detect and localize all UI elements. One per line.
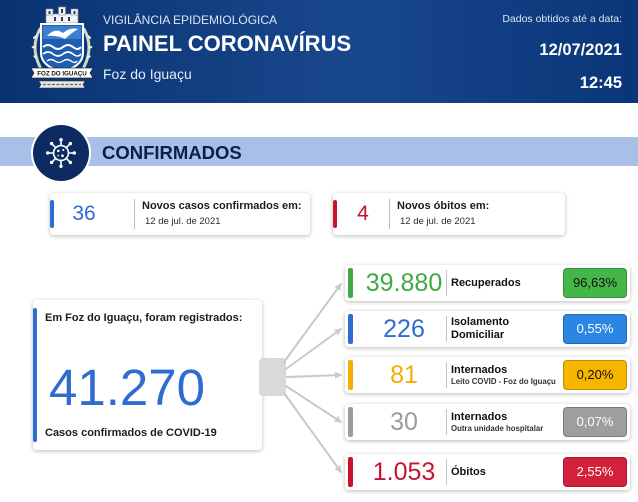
data-time: 12:45 bbox=[579, 74, 622, 92]
section-title: CONFIRMADOS bbox=[102, 142, 242, 163]
dashboard-header: FOZ DO IGUAÇU VIGILÂNCIA EPIDEMIOLÓGICA … bbox=[0, 0, 638, 103]
divider bbox=[446, 362, 447, 388]
accent-bar bbox=[50, 200, 54, 228]
divider bbox=[446, 459, 447, 485]
deaths-value: 1.053 bbox=[372, 458, 436, 486]
new-deaths-card: 4 Novos óbitos em: 12 de jul. de 2021 bbox=[333, 193, 565, 235]
new-deaths-date: 12 de jul. de 2021 bbox=[400, 216, 476, 227]
accent-bar bbox=[348, 314, 353, 344]
recovered-card: 39.880 Recuperados 96,63% bbox=[345, 265, 630, 301]
arrow bbox=[283, 283, 342, 363]
hospitalized-other-card: 30 Internados Outra unidade hospitalar 0… bbox=[345, 404, 630, 440]
hospitalized-covid-value: 81 bbox=[390, 361, 418, 389]
deaths-label-group: Óbitos bbox=[451, 454, 559, 490]
virus-icon bbox=[33, 125, 89, 181]
new-cases-value: 36 bbox=[72, 202, 96, 225]
recovered-label: Recuperados bbox=[451, 276, 521, 289]
hospitalized-other-value: 30 bbox=[390, 408, 418, 436]
new-cases-date: 12 de jul. de 2021 bbox=[145, 216, 221, 227]
header-kicker: VIGILÂNCIA EPIDEMIOLÓGICA bbox=[103, 13, 278, 27]
flow-connector bbox=[259, 358, 286, 396]
recovered-percent-badge: 96,63% bbox=[563, 268, 627, 298]
recovered-label-group: Recuperados bbox=[451, 265, 559, 301]
home-isolation-percent-badge: 0,55% bbox=[563, 314, 627, 344]
city-name: Foz do Iguaçu bbox=[103, 66, 192, 82]
hospitalized-other-label-group: Internados Outra unidade hospitalar bbox=[451, 404, 559, 440]
arrow bbox=[283, 392, 342, 473]
accent-bar bbox=[348, 407, 353, 437]
accent-bar bbox=[33, 308, 37, 442]
accent-bar bbox=[348, 268, 353, 298]
hospitalized-covid-label: Internados bbox=[451, 363, 508, 376]
hospitalized-other-label: Internados bbox=[451, 410, 508, 423]
data-date-caption: Dados obtidos até a data: bbox=[502, 13, 622, 25]
logo-banner-text: FOZ DO IGUAÇU bbox=[37, 71, 87, 78]
flow-arrows bbox=[283, 283, 342, 473]
accent-bar bbox=[348, 360, 353, 390]
accent-bar bbox=[348, 457, 353, 487]
home-isolation-card: 226 Isolamento Domiciliar 0,55% bbox=[345, 311, 630, 347]
divider bbox=[446, 409, 447, 435]
accent-bar bbox=[333, 200, 337, 228]
divider bbox=[446, 270, 447, 296]
divider bbox=[134, 199, 135, 229]
section-header-bar bbox=[0, 137, 638, 166]
page-title: PAINEL CORONAVÍRUS bbox=[103, 31, 352, 56]
home-isolation-label: Isolamento Domiciliar bbox=[451, 316, 510, 341]
hospitalized-other-percent-badge: 0,07% bbox=[563, 407, 627, 437]
total-cases-card: Em Foz do Iguaçu, foram registrados: 41.… bbox=[33, 300, 262, 450]
city-coat-of-arms-logo: FOZ DO IGUAÇU bbox=[30, 6, 94, 89]
total-caption: Casos confirmados de COVID-19 bbox=[45, 427, 217, 439]
deaths-label: Óbitos bbox=[451, 465, 486, 478]
arrow bbox=[285, 328, 342, 370]
new-cases-card: 36 Novos casos confirmados em: 12 de jul… bbox=[50, 193, 310, 235]
deaths-percent-badge: 2,55% bbox=[563, 457, 627, 487]
divider bbox=[389, 199, 390, 229]
hospitalized-covid-card: 81 Internados Leito COVID - Foz do Iguaç… bbox=[345, 357, 630, 393]
home-isolation-label-group: Isolamento Domiciliar bbox=[451, 311, 559, 347]
total-cases-value: 41.270 bbox=[49, 359, 205, 416]
divider bbox=[446, 316, 447, 342]
arrow bbox=[286, 371, 342, 379]
new-deaths-value: 4 bbox=[357, 202, 369, 225]
recovered-value: 39.880 bbox=[365, 269, 443, 297]
data-date: 12/07/2021 bbox=[539, 41, 622, 59]
hospitalized-covid-label-group: Internados Leito COVID - Foz do Iguaçu bbox=[451, 357, 559, 393]
arrow bbox=[285, 385, 342, 423]
home-isolation-value: 226 bbox=[383, 315, 425, 343]
hospitalized-covid-percent-badge: 0,20% bbox=[563, 360, 627, 390]
deaths-card: 1.053 Óbitos 2,55% bbox=[345, 454, 630, 490]
new-deaths-label: Novos óbitos em: bbox=[397, 200, 490, 212]
total-intro: Em Foz do Iguaçu, foram registrados: bbox=[45, 312, 243, 324]
new-cases-label: Novos casos confirmados em: bbox=[142, 200, 302, 212]
hospitalized-covid-sublabel: Leito COVID - Foz do Iguaçu bbox=[451, 376, 556, 386]
hospitalized-other-sublabel: Outra unidade hospitalar bbox=[451, 423, 544, 433]
